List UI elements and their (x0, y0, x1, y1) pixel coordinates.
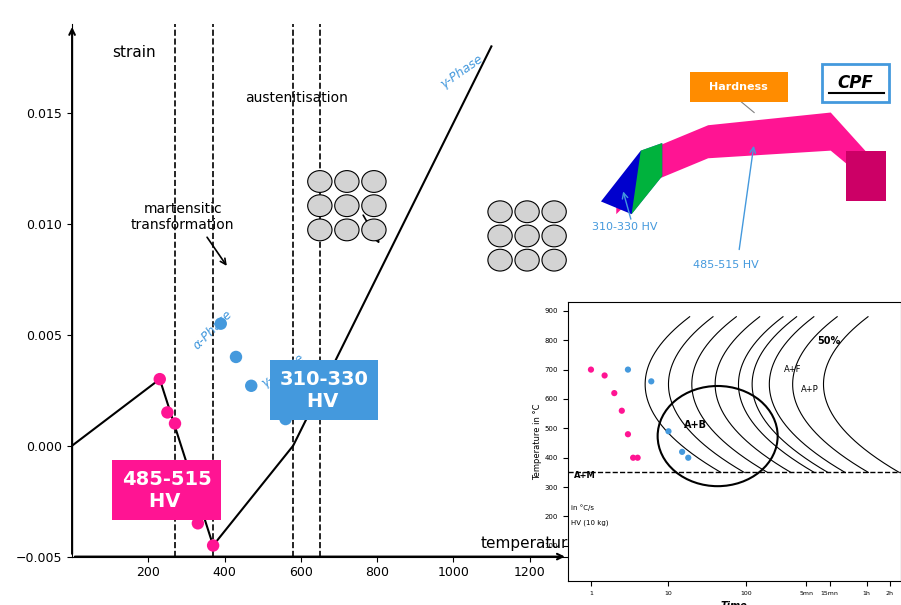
Text: Hardness: Hardness (709, 82, 769, 92)
Circle shape (542, 225, 567, 247)
Point (614, 406, 629, 416)
Point (160, 408, 175, 417)
Circle shape (487, 249, 512, 271)
Point (179, 463, 194, 473)
Text: martensitic
transformation: martensitic transformation (131, 201, 234, 232)
Text: temperature: temperature (481, 536, 578, 551)
Point (278, 414, 293, 424)
Circle shape (362, 195, 387, 217)
Point (584, 365, 598, 374)
Text: γ-Phase: γ-Phase (259, 352, 306, 390)
Circle shape (487, 201, 512, 223)
Text: A+B: A+B (685, 420, 707, 430)
Point (644, 376, 659, 386)
Text: strain: strain (112, 45, 155, 61)
Point (244, 381, 259, 391)
Point (168, 419, 182, 428)
Circle shape (362, 171, 387, 192)
Text: HV (10 kg): HV (10 kg) (571, 520, 608, 526)
Point (152, 374, 167, 384)
Circle shape (487, 225, 512, 247)
Text: 485-515
    HV: 485-515 HV (122, 469, 212, 511)
Point (607, 388, 622, 398)
Point (597, 371, 612, 381)
Circle shape (308, 195, 332, 217)
Point (661, 427, 676, 436)
Circle shape (515, 225, 539, 247)
Circle shape (362, 219, 387, 241)
Point (621, 365, 635, 374)
Text: γ-Phase: γ-Phase (438, 52, 486, 91)
Text: 310-330
    HV: 310-330 HV (280, 370, 369, 411)
FancyBboxPatch shape (690, 72, 787, 102)
Text: α-Phase: α-Phase (190, 308, 235, 353)
X-axis label: Time: Time (721, 601, 748, 605)
Circle shape (335, 171, 359, 192)
Circle shape (542, 249, 567, 271)
Polygon shape (601, 143, 662, 214)
Text: A+M: A+M (574, 471, 596, 480)
Text: A+P: A+P (801, 385, 819, 394)
Polygon shape (616, 113, 877, 214)
Point (206, 541, 221, 551)
Text: 310-330 HV: 310-330 HV (592, 222, 657, 232)
Circle shape (308, 171, 332, 192)
FancyBboxPatch shape (822, 64, 889, 102)
Point (191, 518, 205, 528)
Point (681, 453, 696, 463)
Circle shape (542, 201, 567, 223)
Text: in °C/s: in °C/s (571, 505, 594, 511)
Circle shape (335, 219, 359, 241)
Point (626, 453, 641, 463)
Text: CPF: CPF (837, 74, 873, 93)
Circle shape (308, 219, 332, 241)
Y-axis label: Temperature in °C: Temperature in °C (532, 404, 542, 480)
Circle shape (515, 201, 539, 223)
Text: A+F: A+F (784, 365, 802, 374)
Point (214, 319, 228, 329)
Point (675, 447, 689, 457)
Point (621, 430, 635, 439)
Polygon shape (846, 151, 886, 201)
Text: 50%: 50% (818, 336, 841, 346)
Polygon shape (632, 143, 662, 214)
Point (229, 352, 243, 362)
Circle shape (335, 195, 359, 217)
Point (631, 453, 645, 463)
Text: austenitisation: austenitisation (246, 91, 349, 105)
Text: 485-515 HV: 485-515 HV (693, 260, 759, 270)
Circle shape (515, 249, 539, 271)
